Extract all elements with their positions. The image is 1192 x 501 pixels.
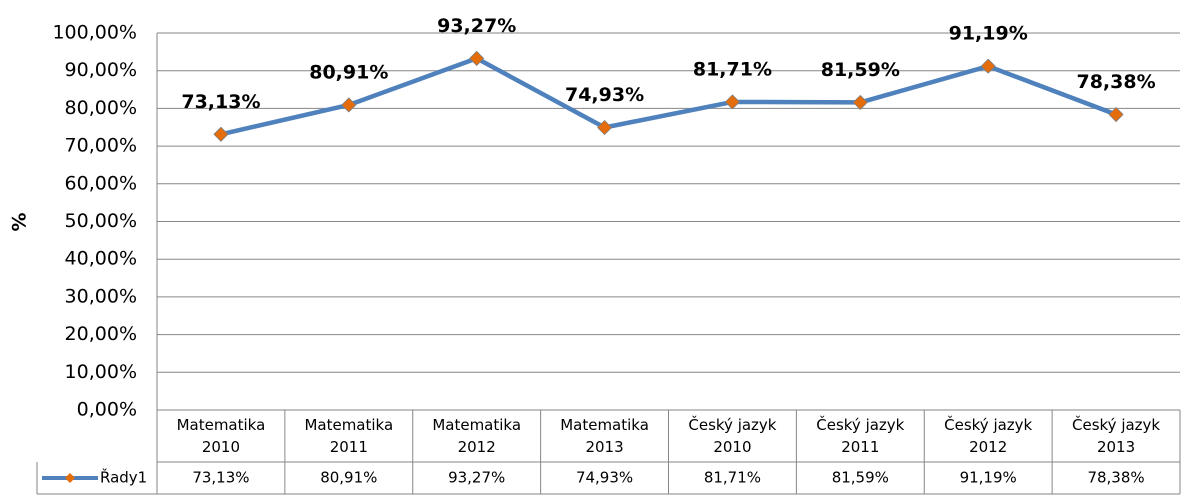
marker <box>341 97 357 113</box>
y-tick-label: 0,00% <box>77 399 137 421</box>
data-label: 78,38% <box>1076 71 1155 93</box>
table-value: 80,91% <box>320 469 377 487</box>
series-line <box>220 56 1117 137</box>
x-tick-label: Český jazyk 2013 <box>1052 410 1180 462</box>
category-text: Český jazyk 2012 <box>944 416 1033 456</box>
marker <box>1108 106 1124 123</box>
category-text: Matematika 2013 <box>560 416 649 456</box>
y-tick-label: 60,00% <box>65 172 137 194</box>
table-value: 91,19% <box>960 469 1017 487</box>
legend-label: Řady1 <box>100 468 147 487</box>
data-label: 81,71% <box>693 58 772 80</box>
table-value: 81,59% <box>832 469 889 487</box>
y-tick-label: 70,00% <box>65 135 137 157</box>
x-tick-label: Matematika 2013 <box>541 410 669 462</box>
marker <box>596 119 613 136</box>
y-axis-label: % <box>9 212 31 231</box>
category-text: Matematika 2010 <box>176 416 266 456</box>
legend-marker <box>65 473 75 483</box>
y-tick-label: 30,00% <box>65 285 137 307</box>
y-tick-label: 20,00% <box>65 323 137 345</box>
table-value: 93,27% <box>448 469 505 487</box>
category-text: Matematika 2012 <box>432 416 522 456</box>
table-value: 78,38% <box>1087 469 1144 487</box>
category-text: Český jazyk 2013 <box>1072 416 1161 456</box>
y-tick-label: 10,00% <box>65 361 137 383</box>
category-text: Český jazyk 2011 <box>816 416 905 456</box>
y-tick-label: 90,00% <box>65 59 137 81</box>
data-label: 74,93% <box>565 84 644 106</box>
data-label: 91,19% <box>949 23 1028 45</box>
data-label: 80,91% <box>309 61 388 83</box>
marker <box>469 50 485 66</box>
y-tick-label: 40,00% <box>65 248 137 270</box>
marker <box>980 58 996 74</box>
category-text: Český jazyk 2010 <box>688 416 777 456</box>
data-label: 73,13% <box>181 91 260 113</box>
marker <box>852 94 868 110</box>
x-tick-label: Matematika 2011 <box>285 410 413 462</box>
x-tick-label: Český jazyk 2012 <box>924 410 1052 462</box>
x-tick-label: Český jazyk 2010 <box>669 410 797 462</box>
x-tick-label: Český jazyk 2011 <box>796 410 924 462</box>
table-value: 81,71% <box>704 469 761 487</box>
y-tick-label: 80,00% <box>65 97 137 119</box>
data-label: 93,27% <box>437 15 516 37</box>
data-label: 81,59% <box>821 59 900 81</box>
category-text: Matematika 2011 <box>304 416 394 456</box>
table-value: 74,93% <box>576 469 633 487</box>
marker <box>724 94 741 110</box>
x-tick-label: Matematika 2012 <box>413 410 541 462</box>
y-tick-label: 100,00% <box>52 22 137 44</box>
marker <box>213 126 229 142</box>
y-tick-label: 50,00% <box>65 210 137 232</box>
x-tick-label: Matematika 2010 <box>157 410 285 462</box>
table-value: 73,13% <box>192 469 249 487</box>
